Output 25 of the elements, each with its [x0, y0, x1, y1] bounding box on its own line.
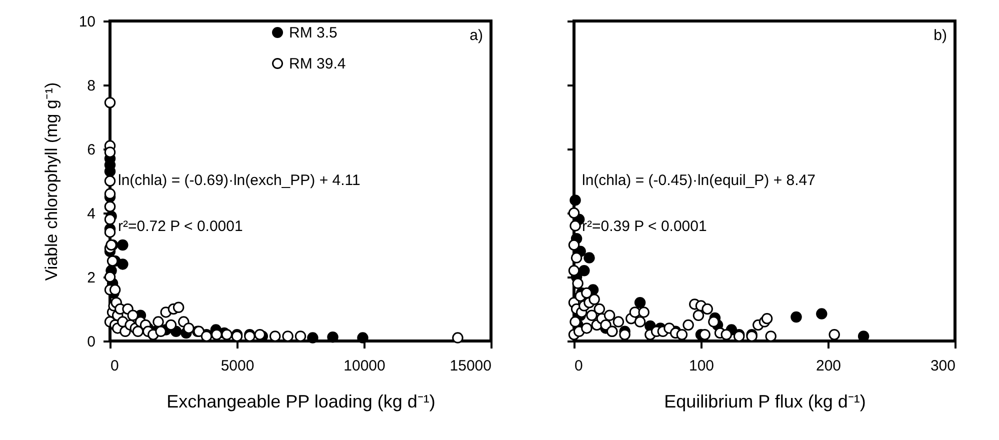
- x-tick-label: 300: [930, 358, 956, 374]
- x-axis-title: Equilibrium P flux (kg d⁻¹): [664, 392, 866, 412]
- annotation: r²=0.72 P < 0.0001: [118, 218, 243, 235]
- y-tick-label: 0: [87, 334, 96, 350]
- x-tick-label: 0: [110, 358, 119, 374]
- annotation: b): [934, 27, 947, 44]
- x-axis-title: Exchangeable PP loading (kg d⁻¹): [166, 392, 436, 412]
- y-tick-label: 4: [87, 206, 96, 222]
- x-tick-label: 15000: [450, 358, 492, 374]
- x-tick-label: 200: [816, 358, 842, 374]
- annotation: a): [470, 27, 483, 44]
- x-tick-label: 0: [574, 358, 583, 374]
- x-tick-label: 5000: [220, 358, 254, 374]
- legend-label: RM 3.5: [289, 24, 338, 42]
- legend-label: RM 39.4: [289, 56, 346, 72]
- x-tick-label: 10000: [344, 358, 386, 374]
- y-tick-label: 2: [87, 270, 96, 286]
- annotation: ln(chla) = (-0.45)·ln(equil_P) + 8.47: [582, 172, 816, 189]
- y-axis-title: Viable chlorophyll (mg g⁻¹): [42, 82, 61, 281]
- x-tick-label: 100: [688, 358, 714, 374]
- annotation: r²=0.39 P < 0.0001: [582, 218, 707, 235]
- y-tick-label: 8: [87, 78, 96, 94]
- y-tick-label: 10: [78, 14, 96, 30]
- annotation: ln(chla) = (-0.69)·ln(exch_PP) + 4.11: [118, 172, 360, 189]
- y-tick-label: 6: [87, 142, 96, 158]
